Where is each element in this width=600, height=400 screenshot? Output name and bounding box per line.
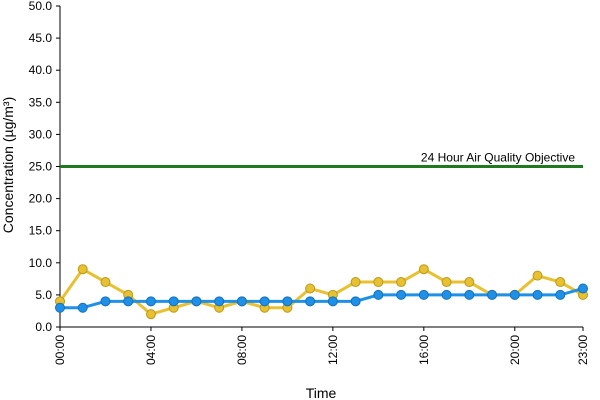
series-1-point: [441, 277, 452, 288]
y-axis-title: Concentration (µg/m³): [0, 97, 16, 233]
series-2-point: [555, 289, 566, 300]
axes: [56, 5, 584, 331]
x-tick-label: 20:00: [508, 335, 522, 365]
y-tick-label: 25.0: [29, 160, 53, 174]
series-2-point: [350, 296, 361, 307]
series-2-point: [236, 296, 247, 307]
series-2-point: [396, 289, 407, 300]
series-2-point: [77, 302, 88, 313]
series-1-point: [305, 283, 316, 294]
series-group: [55, 264, 588, 320]
series-2-point: [327, 296, 338, 307]
series-2-point: [123, 296, 134, 307]
x-tick-label: 00:00: [53, 335, 67, 365]
y-tick-label: 30.0: [29, 127, 53, 141]
series-2-point: [214, 296, 225, 307]
series-2-point: [168, 296, 179, 307]
series-2-point: [282, 296, 293, 307]
y-tick-label: 35.0: [29, 95, 53, 109]
y-tick-label: 10.0: [29, 256, 53, 270]
series-2-point: [487, 289, 498, 300]
x-tick-label: 23:00: [576, 335, 590, 365]
y-tick-label: 45.0: [29, 31, 53, 45]
x-tick-label: 04:00: [144, 335, 158, 365]
y-tick-label: 50.0: [29, 0, 53, 13]
series-2-point: [464, 289, 475, 300]
objective-line-group: 24 Hour Air Quality Objective: [60, 151, 583, 168]
series-1-point: [555, 277, 566, 288]
series-1-point: [418, 264, 429, 275]
x-tick-labels: 00:00 04:00 08:00 12:00 16:00 20:00 23:00: [53, 335, 590, 365]
series-1-point: [100, 277, 111, 288]
series-2-point: [441, 289, 452, 300]
y-tick-label: 40.0: [29, 63, 53, 77]
series-1-point: [145, 309, 156, 320]
series-2-point: [509, 289, 520, 300]
objective-label: 24 Hour Air Quality Objective: [421, 151, 575, 165]
series-line-1: [58, 267, 584, 316]
series-2-point: [55, 302, 65, 313]
series-2-point: [259, 296, 270, 307]
series-2-point: [373, 289, 384, 300]
series-2-point: [578, 283, 588, 294]
series-1-point: [532, 270, 543, 281]
x-tick-label: 12:00: [326, 335, 340, 365]
y-tick-label: 15.0: [29, 224, 53, 238]
x-axis-title: Time: [306, 385, 337, 400]
x-tick-label: 08:00: [235, 335, 249, 365]
series-1-point: [464, 277, 475, 288]
series-2-point: [191, 296, 202, 307]
y-tick-labels: 0.0 5.0 10.0 15.0 20.0 25.0 30.0 35.0 40.0 45.0 50…: [29, 0, 53, 334]
x-tick-label: 16:00: [417, 335, 431, 365]
series-2-point: [145, 296, 156, 307]
series-1-point: [77, 264, 88, 275]
y-tick-label: 0.0: [35, 320, 52, 334]
y-tick-label: 20.0: [29, 192, 53, 206]
y-tick-label: 5.0: [35, 288, 52, 302]
series-2-point: [305, 296, 316, 307]
series-2-point: [418, 289, 429, 300]
series-1-point: [350, 277, 361, 288]
series-2-point: [532, 289, 543, 300]
series-2-point: [100, 296, 111, 307]
series-1-point: [373, 277, 384, 288]
series-1-point: [396, 277, 407, 288]
